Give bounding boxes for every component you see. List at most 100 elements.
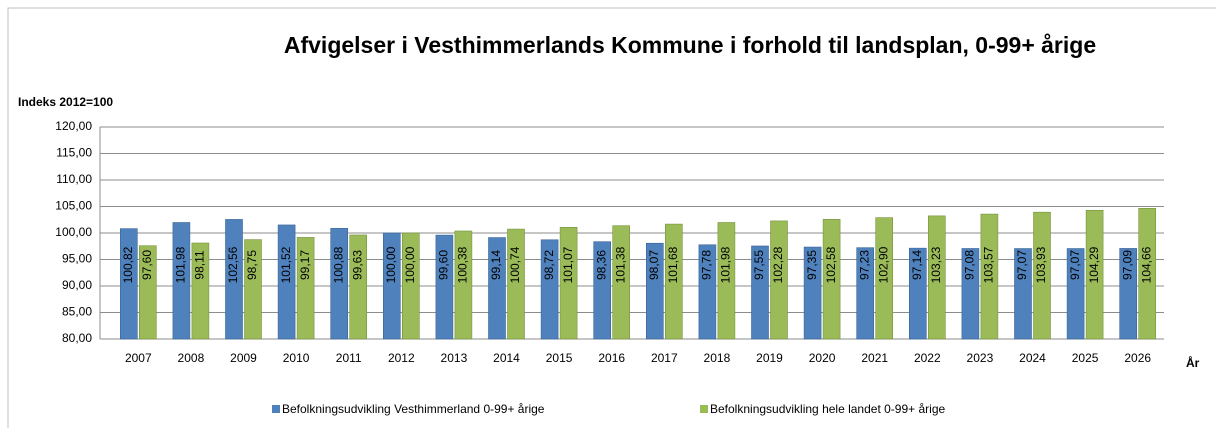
value-label: 97,08 bbox=[963, 250, 977, 280]
value-label: 101,07 bbox=[561, 246, 575, 283]
value-label: 102,58 bbox=[824, 246, 838, 283]
frame bbox=[7, 7, 1216, 428]
bar bbox=[770, 220, 788, 340]
legend-label: Befolkningsudvikling hele landet 0-99+ å… bbox=[710, 402, 945, 416]
bar bbox=[225, 219, 243, 340]
x-axis-label: År bbox=[1186, 355, 1200, 370]
value-label: 100,00 bbox=[403, 246, 417, 283]
bar bbox=[1085, 209, 1104, 340]
x-tick-label: 2017 bbox=[651, 351, 678, 365]
bar bbox=[961, 248, 980, 340]
y-tick-label: 100,00 bbox=[55, 225, 92, 239]
x-tick-label: 2018 bbox=[704, 351, 731, 365]
bar bbox=[612, 225, 631, 340]
value-label: 103,23 bbox=[929, 246, 943, 283]
value-label: 103,57 bbox=[982, 246, 996, 283]
x-tick-label: 2012 bbox=[388, 351, 415, 365]
y-tick-label: 115,00 bbox=[56, 146, 92, 160]
bar bbox=[698, 244, 717, 340]
value-label: 104,66 bbox=[1139, 246, 1153, 283]
value-label: 97,60 bbox=[140, 250, 154, 280]
bar bbox=[435, 234, 454, 340]
bar bbox=[664, 223, 683, 340]
bar bbox=[908, 247, 927, 340]
value-label: 98,36 bbox=[594, 250, 608, 280]
x-tick-label: 2014 bbox=[493, 351, 520, 365]
x-tick-label: 2023 bbox=[967, 351, 994, 365]
value-label: 97,09 bbox=[1120, 250, 1134, 280]
value-label: 97,78 bbox=[700, 250, 714, 280]
value-label: 98,11 bbox=[193, 250, 207, 279]
x-tick-label: 2022 bbox=[914, 351, 941, 365]
value-label: 98,07 bbox=[647, 250, 661, 280]
value-label: 97,14 bbox=[910, 250, 924, 280]
x-tick-label: 2013 bbox=[441, 351, 468, 365]
value-label: 101,68 bbox=[666, 246, 680, 283]
value-label: 102,56 bbox=[226, 246, 240, 283]
bar bbox=[401, 232, 420, 340]
value-label: 97,35 bbox=[805, 250, 819, 280]
bar bbox=[1119, 248, 1137, 340]
bar bbox=[191, 242, 210, 340]
value-label: 100,38 bbox=[456, 246, 470, 283]
x-tick-label: 2020 bbox=[809, 351, 836, 365]
x-tick-label: 2024 bbox=[1019, 351, 1046, 365]
value-label: 102,28 bbox=[771, 246, 785, 283]
chart-title: Afvigelser i Vesthimmerlands Kommune i f… bbox=[284, 32, 1096, 58]
value-label: 101,98 bbox=[719, 246, 733, 283]
bar bbox=[120, 228, 138, 340]
legend-swatch bbox=[272, 405, 280, 413]
bar bbox=[349, 234, 368, 340]
y-tick-label: 120,00 bbox=[55, 119, 92, 133]
bar bbox=[507, 228, 525, 340]
x-tick-label: 2008 bbox=[178, 351, 205, 365]
value-label: 101,38 bbox=[613, 246, 627, 283]
bar bbox=[1066, 248, 1085, 340]
value-label: 97,07 bbox=[1068, 250, 1082, 280]
value-label: 98,72 bbox=[542, 250, 556, 280]
bar bbox=[856, 247, 875, 340]
x-tick-label: 2026 bbox=[1124, 351, 1151, 365]
legend-label: Befolkningsudvikling Vesthimmerland 0-99… bbox=[282, 402, 545, 416]
value-label: 100,88 bbox=[331, 246, 345, 283]
bar bbox=[172, 222, 191, 340]
value-label: 103,93 bbox=[1034, 246, 1048, 283]
value-label: 100,00 bbox=[384, 246, 398, 283]
bar bbox=[1014, 248, 1032, 340]
bar bbox=[1138, 208, 1156, 340]
value-label: 98,75 bbox=[245, 250, 259, 280]
x-tick-label: 2010 bbox=[283, 351, 310, 365]
y-tick-label: 105,00 bbox=[55, 199, 92, 213]
y-tick-label: 95,00 bbox=[62, 252, 92, 266]
bar bbox=[980, 213, 999, 340]
value-label: 100,74 bbox=[508, 246, 522, 283]
bar bbox=[1033, 211, 1051, 340]
value-label: 97,07 bbox=[1015, 250, 1029, 280]
x-tick-label: 2019 bbox=[756, 351, 783, 365]
value-label: 99,14 bbox=[489, 250, 503, 280]
bar bbox=[875, 217, 894, 340]
x-tick-label: 2011 bbox=[336, 351, 362, 365]
value-label: 99,63 bbox=[350, 250, 364, 280]
bar bbox=[488, 237, 506, 340]
bar bbox=[277, 224, 296, 340]
value-label: 104,29 bbox=[1087, 246, 1101, 283]
bar bbox=[751, 245, 769, 340]
value-label: 101,52 bbox=[279, 246, 293, 283]
y-tick-label: 80,00 bbox=[62, 331, 92, 345]
bar bbox=[593, 241, 612, 340]
value-label: 101,98 bbox=[174, 246, 188, 283]
y-tick-label: 85,00 bbox=[62, 305, 92, 319]
bar bbox=[330, 228, 349, 340]
value-label: 99,60 bbox=[437, 250, 451, 280]
value-label: 97,23 bbox=[857, 250, 871, 280]
value-label: 100,82 bbox=[121, 246, 135, 283]
bar bbox=[540, 239, 559, 340]
legend-swatch bbox=[700, 405, 708, 413]
bar bbox=[382, 232, 401, 340]
value-label: 97,55 bbox=[752, 250, 766, 280]
bar bbox=[296, 237, 315, 340]
bar bbox=[822, 219, 841, 340]
bar bbox=[559, 227, 578, 340]
